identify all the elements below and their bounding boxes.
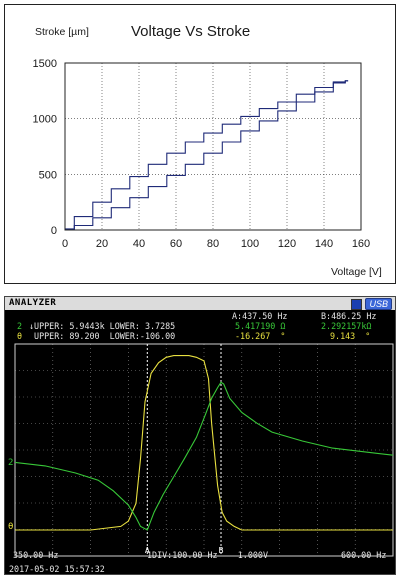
- analyzer-header: ANALYZER USB: [5, 297, 395, 310]
- y-tick-label: 1000: [33, 114, 57, 126]
- cursor-b-label: B: [219, 546, 224, 555]
- trace-theta-marker: θ: [8, 522, 13, 532]
- plot-frame: [64, 62, 362, 231]
- trace-2-id: 2: [17, 321, 23, 331]
- x-tick-label: 40: [133, 238, 145, 250]
- x-tick-label: 60: [170, 238, 182, 250]
- analyzer-grid: [15, 344, 393, 556]
- trace-2-a-value: 5.417190 Ω: [235, 321, 286, 331]
- axis-div-readout: 1DIV:100.00 Hz 1.000V: [147, 550, 269, 560]
- trace-2-limits: ↓UPPER: 5.9443k LOWER: 3.7285: [29, 321, 176, 331]
- y-axis-label: Stroke [µm]: [35, 26, 89, 38]
- x-tick-label: 20: [96, 238, 108, 250]
- x-end-label: 600.00 Hz: [341, 550, 387, 560]
- y-tick-label: 500: [39, 169, 57, 181]
- trace-theta-b-value: 9.143 °: [330, 331, 371, 341]
- trace-2-marker: 2: [8, 458, 13, 468]
- voltage-stroke-chart: Stroke [µm] Voltage Vs Stroke Voltage [V…: [4, 4, 396, 284]
- analyzer-title: ANALYZER: [9, 298, 57, 308]
- usb-badge: USB: [365, 298, 392, 310]
- cursor-b-readout: B:486.25 Hz: [321, 311, 377, 321]
- x-tick-label: 120: [278, 238, 296, 250]
- tick-labels: 0 20 40 60 80 100 120 140 160 0 500 1000 1500: [33, 58, 371, 250]
- analyzer-trace-2: [14, 381, 394, 531]
- x-tick-label: 0: [62, 238, 68, 250]
- y-tick-label: 0: [51, 225, 57, 237]
- x-tick-label: 140: [315, 238, 333, 250]
- x-axis-label: Voltage [V]: [331, 266, 382, 278]
- cursor-a-readout: A:437.50 Hz: [232, 311, 288, 321]
- trace-theta-id: θ: [17, 331, 23, 341]
- series-group: [65, 80, 349, 231]
- trace-theta-limits: UPPER: 89.200 LOWER:-106.00: [29, 331, 176, 341]
- x-tick-label: 100: [241, 238, 259, 250]
- y-tick-label: 1500: [33, 58, 57, 70]
- status-badges: USB: [351, 298, 392, 310]
- analyzer-screen: ANALYZER USB A:437.50 Hz B:486.25 Hz 2 ↓…: [4, 296, 396, 575]
- status-box-icon: [351, 298, 363, 310]
- trace-2-b-value: 2.292157kΩ: [321, 321, 372, 331]
- hysteresis-branch-falling: [65, 80, 349, 231]
- analyzer-series: [14, 355, 394, 531]
- timestamp: 2017-05-02 15:57:32: [9, 564, 105, 574]
- analyzer-frame: [14, 343, 394, 557]
- voltage-stroke-plot: Stroke [µm] Voltage Vs Stroke Voltage [V…: [33, 23, 382, 278]
- analyzer-trace-1: [15, 355, 393, 531]
- x-tick-label: 80: [207, 238, 219, 250]
- analyzer-plot: 2 θ A B: [8, 343, 394, 557]
- x-start-label: 350.00 Hz: [13, 550, 59, 560]
- hysteresis-branch-rising: [65, 80, 349, 230]
- trace-theta-a-value: -16.267 °: [235, 331, 286, 341]
- x-tick-label: 160: [352, 238, 370, 250]
- chart-title: Voltage Vs Stroke: [131, 23, 250, 40]
- grid: [65, 63, 361, 230]
- cursor-a-label: A: [145, 546, 150, 555]
